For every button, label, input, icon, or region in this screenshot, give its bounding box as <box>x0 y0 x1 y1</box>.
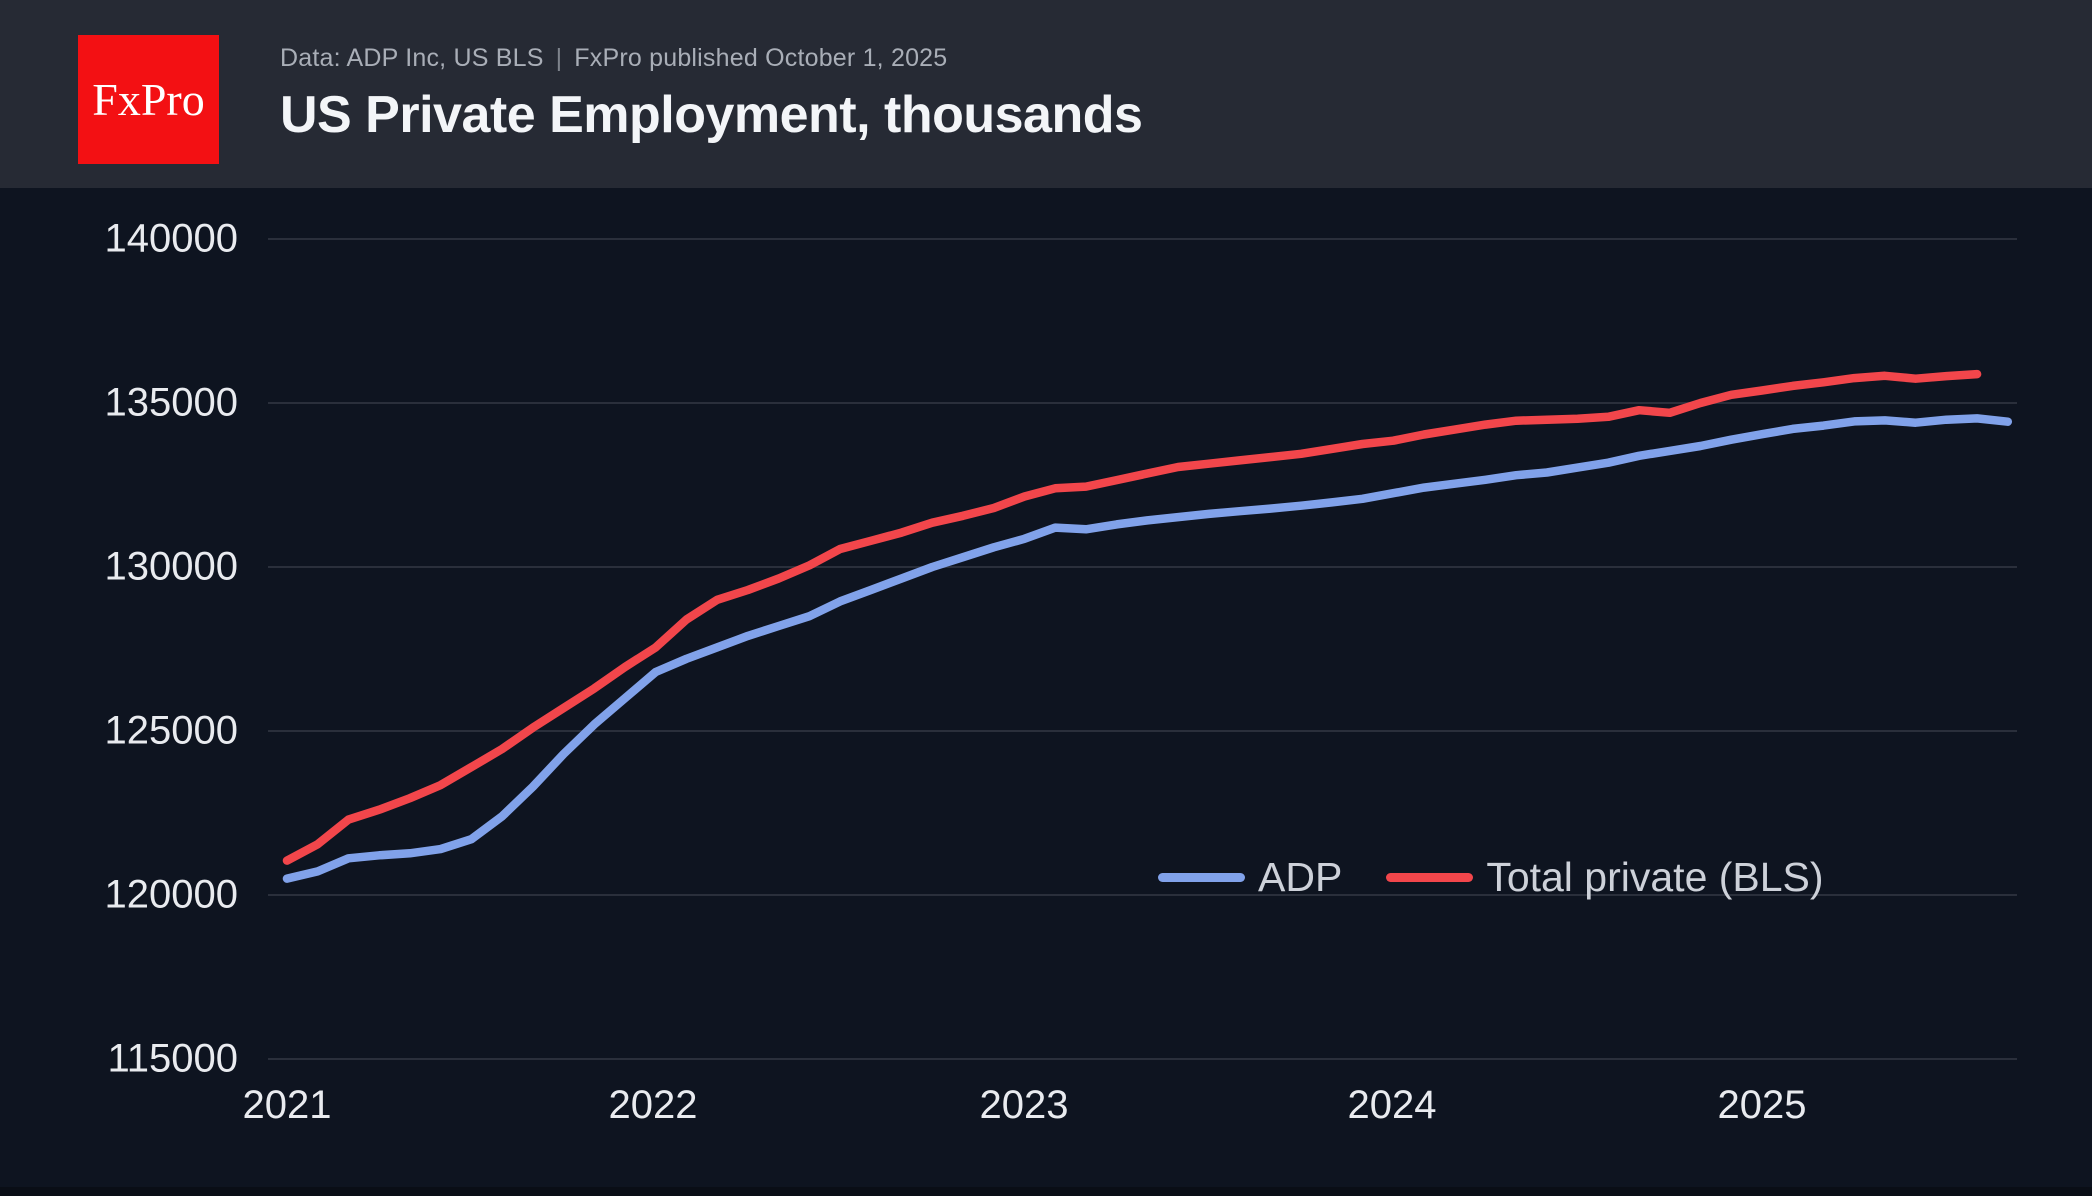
chart-source-line: Data: ADP Inc, US BLS | FxPro published Oc… <box>280 44 1142 73</box>
adp-legend-label: ADP <box>1258 853 1343 900</box>
y-tick-125000: 125000 <box>104 708 238 753</box>
bls-legend-swatch <box>1386 872 1474 882</box>
chart-legend: ADP Total private (BLS) <box>1158 853 1824 901</box>
x-tick-2022: 2022 <box>608 1083 698 1127</box>
data-source-note: Data: ADP Inc, US BLS <box>280 44 544 72</box>
y-tick-115000: 115000 <box>107 1036 238 1081</box>
x-tick-2021: 2021 <box>242 1083 332 1127</box>
y-tick-135000: 135000 <box>104 380 238 425</box>
page-title: US Private Employment, thousands <box>280 86 1143 144</box>
y-tick-120000: 120000 <box>104 872 238 917</box>
header-text-block: Data: ADP Inc, US BLS | FxPro published Oc… <box>280 44 1143 145</box>
bls-legend-label: Total private (BLS) <box>1486 853 1824 900</box>
line-series-1 <box>282 369 1982 865</box>
x-tick-2023: 2023 <box>979 1083 1069 1127</box>
adp-legend-swatch <box>1158 872 1245 882</box>
published-note: FxPro published October 1, 2025 <box>574 44 948 72</box>
x-tick-2024: 2024 <box>1347 1083 1437 1127</box>
fxpro-logo: FxPro <box>78 35 219 164</box>
y-tick-140000: 140000 <box>104 216 238 261</box>
header-bar: FxPro Data: ADP Inc, US BLS | FxPro publis… <box>0 0 2092 188</box>
footer-strip <box>0 1187 2092 1196</box>
line-series-0 <box>282 414 2013 883</box>
x-tick-2025: 2025 <box>1717 1083 1807 1127</box>
y-tick-130000: 130000 <box>104 544 238 589</box>
source-separator: | <box>555 44 563 72</box>
fxpro-logo-text: FxPro <box>92 74 205 125</box>
